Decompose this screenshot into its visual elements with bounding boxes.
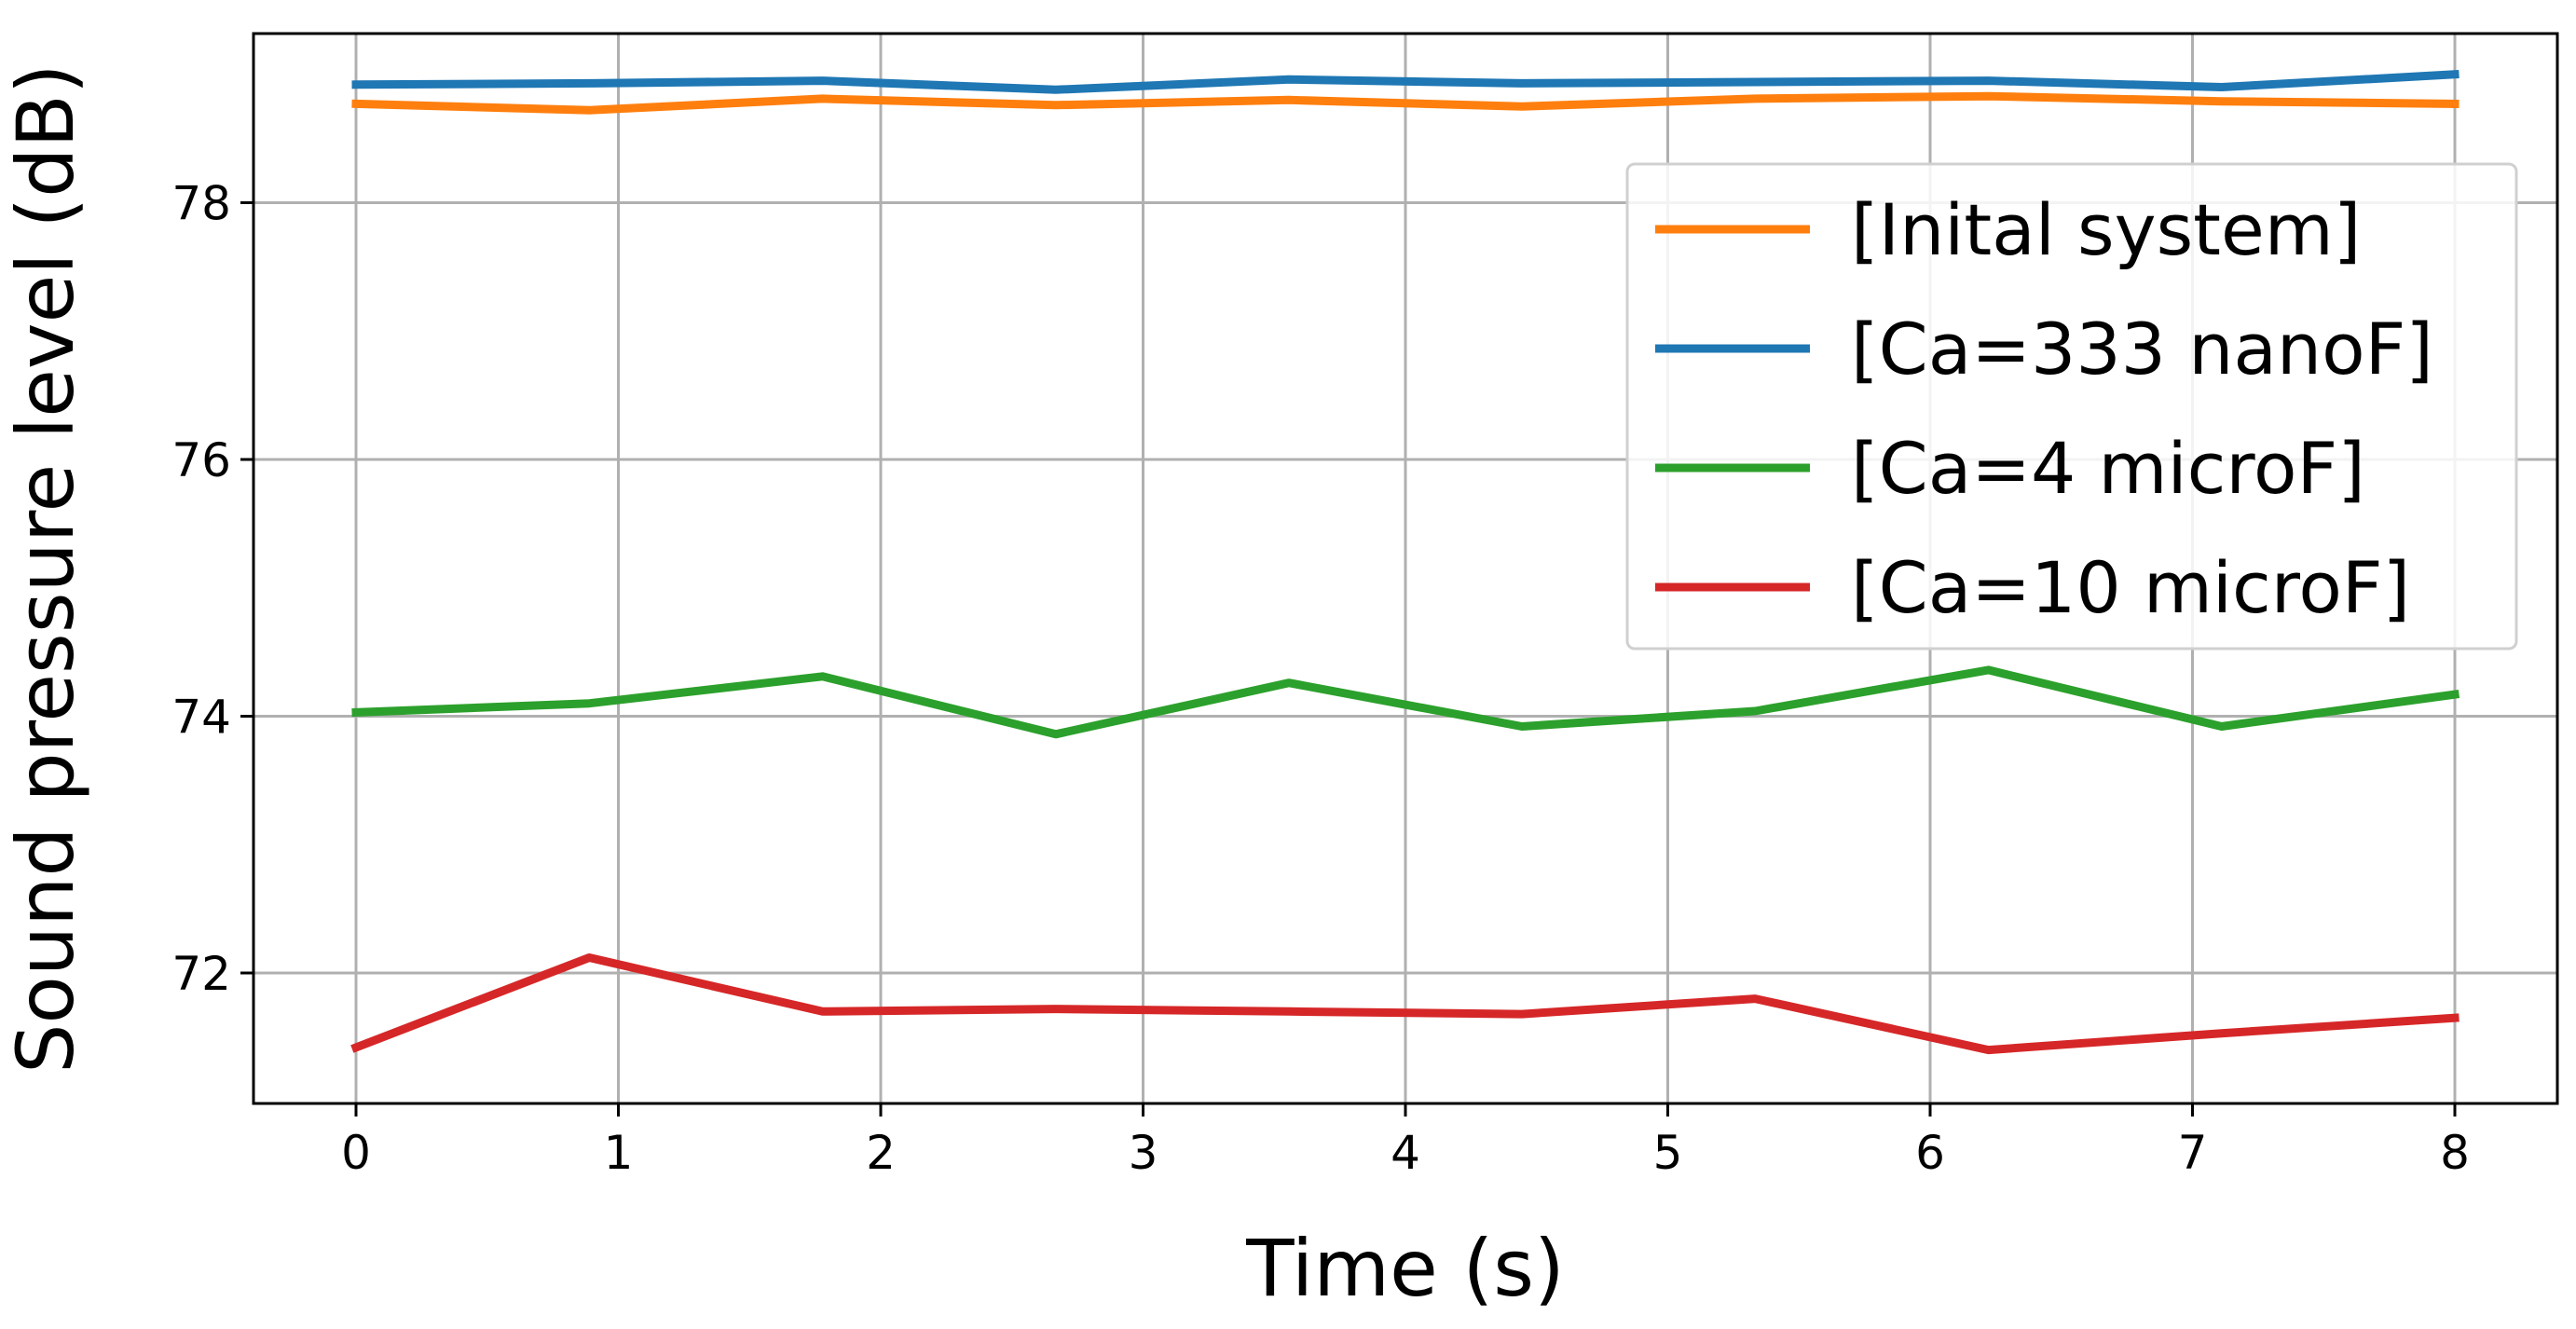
legend-label: [Inital system] bbox=[1851, 188, 2361, 271]
y-tick-label: 72 bbox=[171, 947, 231, 1001]
legend-label: [Ca=333 nanoF] bbox=[1851, 308, 2433, 390]
legend: [Inital system] [Ca=333 nanoF] [Ca=4 micro… bbox=[1625, 162, 2518, 651]
legend-label: [Ca=10 microF] bbox=[1851, 546, 2410, 629]
x-axis-label: Time (s) bbox=[1245, 1223, 1565, 1314]
y-tick-label: 78 bbox=[171, 177, 231, 231]
x-tick-label: 4 bbox=[1391, 1126, 1420, 1180]
series-lines bbox=[350, 70, 2460, 1055]
legend-label: [Ca=4 microF] bbox=[1851, 427, 2365, 510]
legend-box bbox=[1625, 162, 2518, 651]
x-tick-label: 7 bbox=[2178, 1126, 2208, 1180]
x-tick-label: 2 bbox=[866, 1126, 896, 1180]
y-axis-label: Sound pressure level (dB) bbox=[0, 63, 91, 1074]
y-tick-label: 76 bbox=[171, 433, 231, 487]
series-line-inital-system bbox=[351, 91, 2460, 115]
x-tick-label: 1 bbox=[604, 1126, 634, 1180]
series-line-ca-4-microf bbox=[351, 665, 2460, 739]
series-line-ca-10-microf bbox=[350, 953, 2460, 1055]
x-tick-label: 3 bbox=[1129, 1126, 1158, 1180]
x-tick-label: 0 bbox=[341, 1126, 371, 1180]
x-tick-label: 5 bbox=[1653, 1126, 1683, 1180]
y-tick-label: 74 bbox=[171, 691, 231, 745]
x-tick-label: 6 bbox=[1915, 1126, 1945, 1180]
x-tick-label: 8 bbox=[2440, 1126, 2470, 1180]
series-line-ca-333-nanof bbox=[351, 70, 2460, 94]
